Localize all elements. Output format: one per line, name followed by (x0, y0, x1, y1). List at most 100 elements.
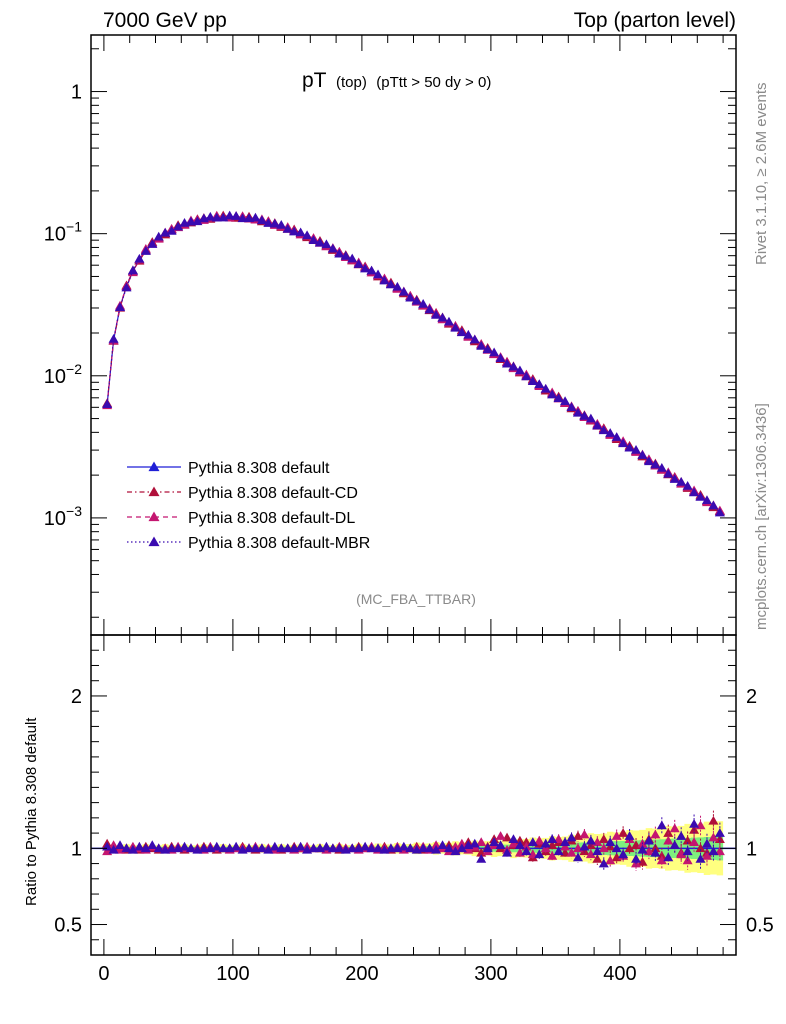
series-3-point (353, 259, 364, 268)
ratio-1-point (689, 837, 700, 846)
ratio-2-point (456, 843, 467, 853)
series-3-point (714, 507, 725, 517)
main-ytick-label: 1 (71, 82, 82, 104)
ratio-2-point (424, 843, 435, 853)
ratio-ytick-label-right: 2 (746, 686, 757, 708)
main-ytick-label: 10−2 (44, 361, 82, 388)
ratio-2-point (508, 834, 519, 843)
series-3-point (166, 225, 177, 235)
legend-label-2: Pythia 8.308 default-DL (188, 510, 355, 527)
series-3-point (108, 333, 119, 343)
ratio-2-point (495, 840, 506, 850)
legend-marker-2 (148, 511, 160, 522)
legend-label-3: Pythia 8.308 default-MBR (188, 535, 370, 552)
series-3-point (224, 210, 235, 220)
series-3-point (514, 365, 525, 375)
ratio-2-point (650, 847, 661, 857)
series-3-point (424, 304, 435, 314)
main-ytick-label: 10−1 (44, 219, 82, 246)
plot-title-sub1: (top) (336, 74, 367, 91)
ratio-2-point (231, 841, 242, 851)
series-3-point (624, 442, 635, 452)
ratio-1-point (527, 849, 538, 859)
ratio-plot-marks (91, 810, 736, 871)
ratio-0-point (605, 841, 616, 851)
ratio-2-point (121, 843, 132, 853)
ratio-2-point (134, 841, 145, 851)
ratio-2-point (560, 837, 571, 846)
series-3-point (127, 265, 138, 275)
series-3-point (256, 215, 267, 225)
series-3-point (102, 399, 113, 409)
ratio-2-point (637, 844, 648, 854)
series-3-point (547, 389, 558, 399)
plot-title-sub2: (pTtt > 50 dy > 0) (376, 74, 491, 91)
series-3-point (282, 223, 293, 233)
ratio-2-point (179, 841, 190, 851)
series-3-point (508, 361, 519, 371)
series-3-point (302, 230, 313, 240)
ratio-0-point (656, 850, 667, 860)
ratio-2-point (366, 843, 377, 853)
ratio-2-point (269, 841, 280, 851)
ratio-0-point (650, 843, 661, 853)
series-3-point (682, 481, 693, 490)
ratio-0-point (637, 857, 648, 866)
series-3-point (585, 413, 596, 423)
series-3-point (134, 253, 145, 263)
ratio-2-point (218, 843, 229, 853)
ratio-ylabel: Ratio to Pythia 8.308 default (23, 717, 40, 906)
ratio-2-point (605, 837, 616, 846)
series-3-point (250, 212, 261, 222)
ratio-2-point (244, 843, 255, 853)
ratio-2-point (256, 843, 267, 853)
series-3-point (437, 312, 448, 322)
ratio-2-point (166, 843, 177, 853)
ratio-1-point (553, 834, 564, 843)
ratio-1-point (676, 849, 687, 859)
series-3-point (495, 353, 506, 362)
ratio-2-point (334, 843, 345, 853)
series-3-point (701, 495, 712, 504)
ratio-2-point (611, 843, 622, 853)
ratio-2-point (450, 846, 461, 856)
series-3-point (360, 263, 371, 273)
series-3-point (489, 347, 500, 357)
ratio-2-point (153, 843, 164, 853)
legend-marker-0 (148, 461, 160, 472)
ratio-2-point (373, 843, 384, 853)
ratio-2-point (624, 831, 635, 840)
series-3-point (689, 487, 700, 497)
series-3-point (147, 239, 158, 248)
series-3-point (598, 425, 609, 435)
analysis-watermark: (MC_FBA_TTBAR) (356, 591, 476, 607)
ratio-1-point (605, 855, 616, 865)
ratio-1-point (566, 847, 577, 857)
series-3-point (553, 393, 564, 402)
series-3-point (669, 474, 680, 483)
ratio-1-point (547, 850, 558, 860)
ratio-xtick-label: 100 (216, 963, 249, 985)
rivet-label: Rivet 3.1.10, ≥ 2.6M events (753, 83, 770, 266)
ratio-1-point (450, 841, 461, 851)
main-ytick-label: 10−3 (44, 503, 82, 530)
ratio-2-point (553, 846, 564, 856)
ratio-plot-frame (90, 634, 737, 956)
legend-marker-1 (148, 486, 160, 497)
main-plot-marks (102, 210, 725, 517)
ratio-2-point (656, 820, 667, 830)
series-3-point (385, 279, 396, 289)
series-3-point (521, 371, 532, 381)
series-3-point (566, 402, 577, 411)
ratio-2-point (631, 854, 642, 863)
series-3-point (295, 227, 306, 237)
ratio-2-point (198, 843, 209, 853)
ratio-2-point (521, 846, 532, 856)
series-3-point (347, 253, 358, 263)
ratio-1-point (650, 829, 661, 839)
series-3-point (708, 500, 719, 510)
series-3-point (463, 329, 474, 339)
ratio-2-point (140, 843, 151, 853)
series-3-point (398, 286, 409, 296)
